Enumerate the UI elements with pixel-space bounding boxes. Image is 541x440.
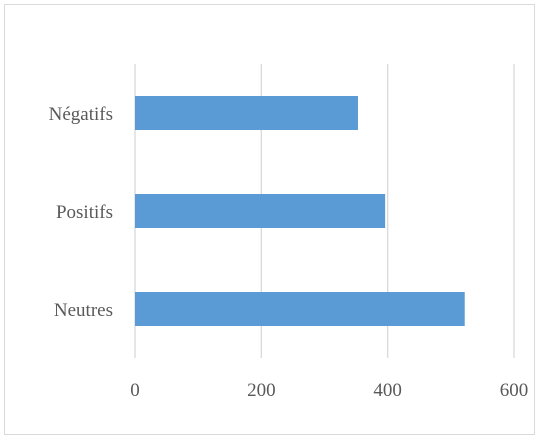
category-label: Positifs [56,202,113,223]
x-tick-label: 0 [130,380,140,401]
x-tick-label: 400 [373,380,402,401]
bar [135,292,465,326]
category-label: Neutres [54,300,113,321]
bar [135,96,358,130]
x-tick-label: 200 [247,380,276,401]
category-label: Négatifs [49,104,113,125]
bar [135,194,386,228]
x-tick-label: 600 [500,380,529,401]
